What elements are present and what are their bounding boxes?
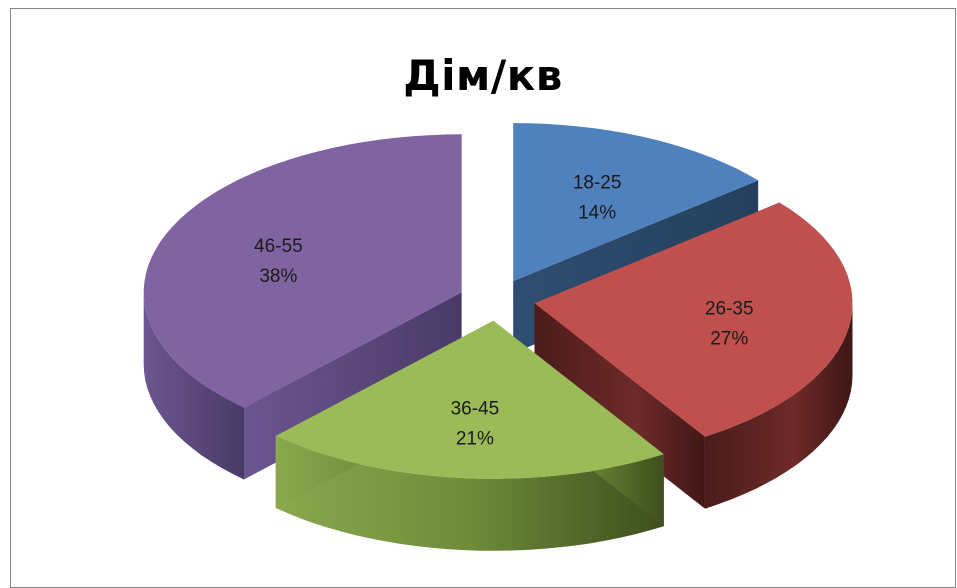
slice-percent-label: 38% [259, 266, 297, 287]
slice-percent-label: 14% [578, 202, 616, 223]
slice-top-46-55 [143, 134, 462, 408]
pie-slice-36-45 [275, 320, 664, 551]
slice-category-label: 18-25 [573, 172, 622, 193]
slice-top-36-45 [275, 320, 664, 479]
slice-category-label: 46-55 [254, 236, 303, 257]
pie-slice-26-35 [534, 202, 853, 509]
slice-category-label: 36-45 [451, 398, 500, 419]
chart-title: Дім/кв [403, 51, 563, 100]
slice-percent-label: 21% [456, 428, 494, 449]
slice-top-26-35 [534, 202, 853, 437]
slice-percent-label: 27% [710, 329, 748, 350]
slice-side-26-35 [704, 303, 853, 509]
slice-side-46-55 [143, 292, 244, 480]
slice-category-label: 26-35 [705, 299, 754, 320]
slice-top-18-25 [513, 123, 759, 282]
slice-side-36-45 [275, 436, 664, 551]
